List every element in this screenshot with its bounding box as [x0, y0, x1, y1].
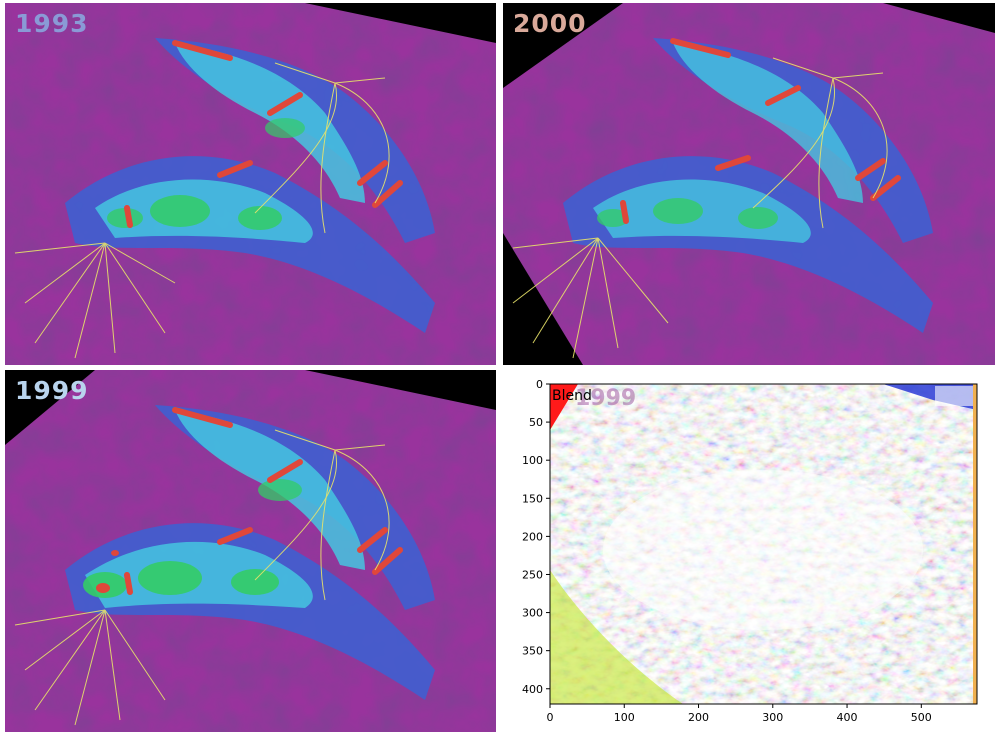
x-tick-label: 100: [614, 711, 635, 724]
ghost-year-label: 1999: [575, 386, 636, 411]
x-tick-label: 500: [911, 711, 932, 724]
y-axis-ticks: 0 50 100 150 200 250 300 350 400: [522, 378, 550, 696]
y-tick-label: 300: [522, 607, 543, 620]
y-tick-label: 100: [522, 454, 543, 467]
year-label: 1993: [15, 9, 89, 38]
seismic-attribute-map: [5, 370, 496, 732]
x-tick-label: 0: [547, 711, 554, 724]
y-tick-label: 0: [536, 378, 543, 391]
seismic-map-2000: 2000: [503, 3, 995, 365]
seismic-map-1993: 1993: [5, 3, 496, 365]
x-tick-label: 300: [762, 711, 783, 724]
x-tick-label: 200: [688, 711, 709, 724]
y-tick-label: 250: [522, 568, 543, 581]
y-tick-label: 350: [522, 645, 543, 658]
year-label: 1999: [15, 376, 89, 405]
seismic-attribute-map: [5, 3, 496, 365]
y-tick-label: 400: [522, 683, 543, 696]
seismic-map-1999: 1999: [5, 370, 496, 732]
x-axis-ticks: 0 100 200 300 400 500: [547, 704, 932, 724]
blend-image-axes: 0 100 200 300 400 500 0 50 100 150 200 250 300 350 40…: [522, 378, 978, 724]
y-tick-label: 150: [522, 492, 543, 505]
y-tick-label: 200: [522, 530, 543, 543]
y-tick-label: 50: [529, 416, 543, 429]
seismic-attribute-map: [503, 3, 995, 365]
blend-title: Blend: [552, 388, 592, 404]
year-label: 2000: [513, 9, 587, 38]
x-tick-label: 400: [837, 711, 858, 724]
blend-plot: 0 100 200 300 400 500 0 50 100 150 200 250 300 350 40…: [503, 370, 1000, 734]
